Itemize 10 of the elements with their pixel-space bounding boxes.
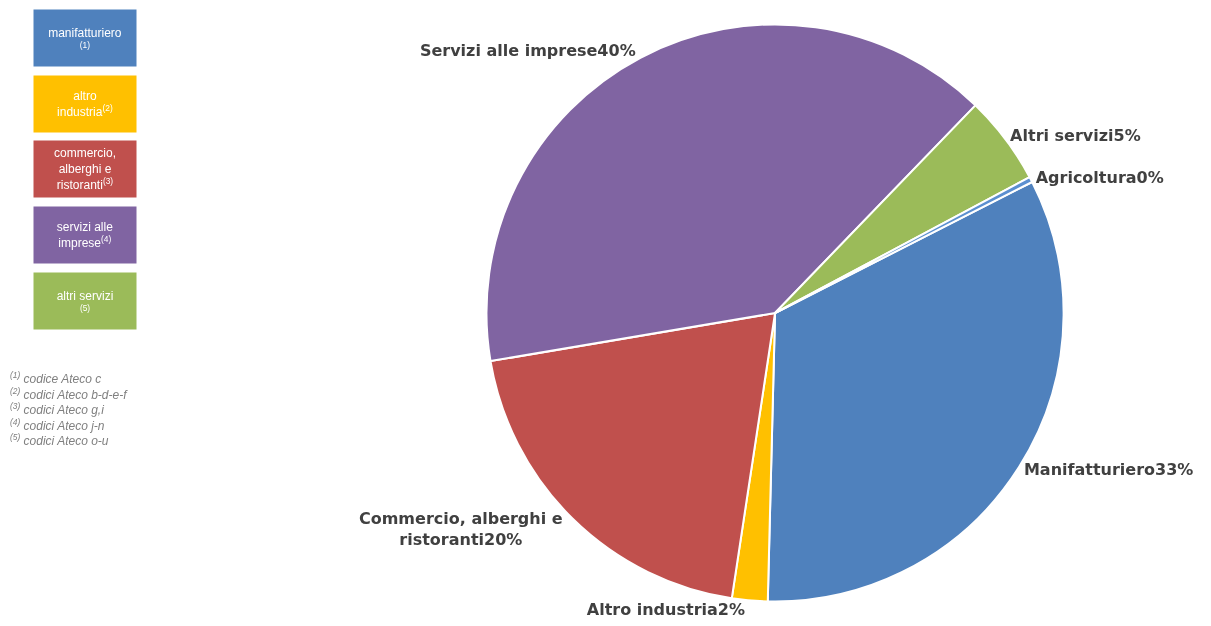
slice-label: Servizi alle imprese40% xyxy=(419,40,636,60)
slice-label: Manifatturiero33% xyxy=(1023,460,1194,480)
text: $^{(1)}$ codice Ateco c $^{(2)}$ codici Ateco b-d-e-f $^{(3)}$ codici Ateco g,i $^{(4)}$ codici Ateco j-n $^{(5)}$ codici Ateco o-u xyxy=(10,370,127,449)
text: commercio, alberghi e ristoranti$^{(3)}$ xyxy=(53,146,117,192)
slice-label: Agricoltura0% xyxy=(1035,168,1164,188)
text: servizi alle imprese$^{(4)}$ xyxy=(56,220,114,250)
text: altro industria$^{(2)}$ xyxy=(57,89,113,119)
slice-label: Altro industria2% xyxy=(586,600,745,620)
slice-label: Commercio, alberghi e ristoranti20% xyxy=(358,508,563,549)
slice-label: Altri servizi5% xyxy=(1010,126,1141,146)
